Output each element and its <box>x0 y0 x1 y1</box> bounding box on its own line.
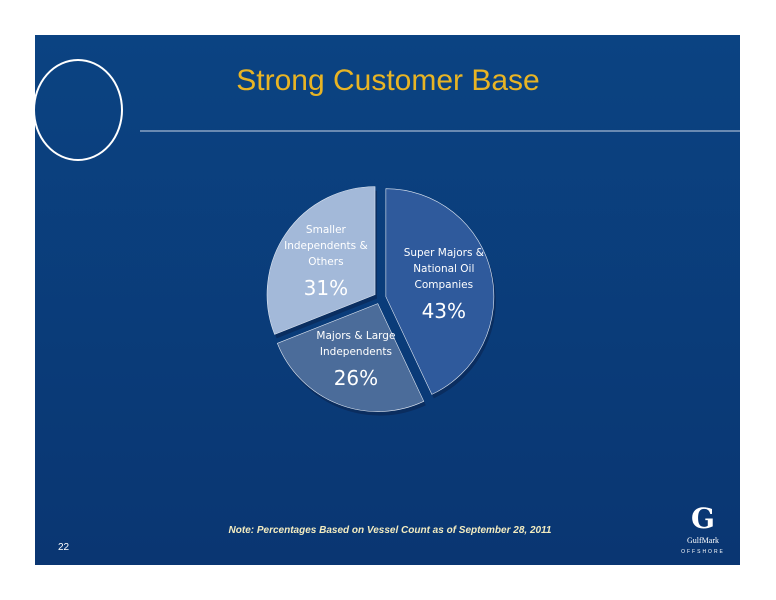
logo-tagline: OFFSHORE <box>681 549 725 555</box>
slice-label: Majors & Large Independents 26% <box>301 328 411 390</box>
chart-title: Strong Customer Base <box>236 64 539 97</box>
slice-label: Smaller Independents & Others 31% <box>271 222 381 300</box>
slice-value-label: 43% <box>421 298 467 323</box>
page-number: 22 <box>58 542 70 553</box>
slice-category: Smaller Independents & Others <box>284 224 368 269</box>
left-logo <box>33 59 123 161</box>
slice-value-label: 31% <box>303 276 349 301</box>
pie-slice <box>276 303 425 412</box>
slice-label: Super Majors & National Oil Companies 43% <box>389 245 499 323</box>
slice-category: Majors & Large Independents <box>316 329 396 358</box>
slice-value-label: 26% <box>333 365 379 390</box>
pie-slice <box>385 188 495 395</box>
logo-mark: G <box>691 502 715 535</box>
pie-slice <box>266 186 376 335</box>
slice-category: Super Majors & National Oil Companies <box>403 246 484 291</box>
note: Note: Percentages Based on Vessel Count … <box>229 525 552 536</box>
logo-name: GulfMark <box>687 536 719 545</box>
